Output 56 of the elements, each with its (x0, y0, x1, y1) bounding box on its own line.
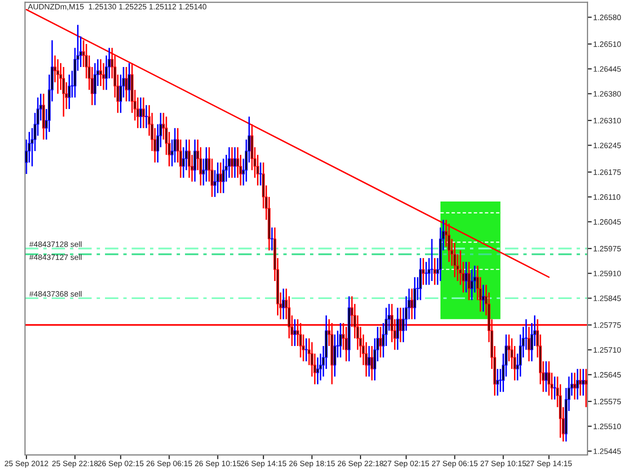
candlestick (482, 284, 485, 312)
candlestick (216, 162, 220, 194)
candlestick (316, 356, 320, 385)
candlestick (413, 276, 416, 320)
candlestick (579, 368, 582, 396)
candlestick (496, 368, 499, 396)
candlestick (125, 66, 128, 102)
candlestick (333, 334, 336, 378)
candlestick (142, 96, 145, 129)
candlestick (422, 257, 425, 286)
candlestick (234, 146, 236, 178)
candlestick (399, 307, 402, 343)
candlestick (368, 345, 370, 378)
candlestick (468, 261, 470, 301)
candlestick (584, 368, 588, 408)
candlestick (102, 62, 105, 91)
candlestick (259, 162, 262, 186)
candlestick (430, 238, 434, 282)
candlestick (282, 288, 285, 320)
candlestick (94, 62, 96, 106)
candlestick (464, 261, 468, 294)
candlestick (145, 104, 148, 129)
candlestick (128, 62, 131, 102)
candlestick (370, 345, 374, 382)
candlestick (419, 257, 422, 301)
candlestick (194, 138, 196, 182)
candlestick (339, 322, 342, 358)
candlestick (573, 372, 576, 400)
candlestick (230, 146, 234, 178)
candlestick (219, 162, 222, 194)
candlestick (293, 318, 296, 347)
candlestick (174, 127, 176, 164)
candlestick (410, 288, 414, 320)
candlestick (548, 360, 550, 396)
candlestick (433, 257, 436, 286)
candlestick (228, 146, 231, 178)
candlestick (424, 261, 428, 286)
candlestick (139, 96, 142, 129)
candlestick (222, 158, 225, 194)
candlestick (448, 222, 450, 263)
candlestick (42, 93, 45, 140)
candlestick (62, 66, 65, 118)
candlestick (270, 226, 274, 252)
candlestick (396, 307, 399, 351)
candlestick (304, 338, 308, 362)
candlestick (453, 242, 456, 278)
candlestick (99, 58, 102, 87)
candlestick (68, 74, 71, 110)
candlestick (204, 146, 208, 182)
candlestick (544, 360, 548, 393)
candlestick (576, 368, 579, 400)
candlestick (553, 376, 556, 400)
candlestick (470, 268, 474, 301)
candlestick (188, 138, 191, 178)
candlestick (56, 58, 60, 94)
candlestick (582, 368, 585, 396)
